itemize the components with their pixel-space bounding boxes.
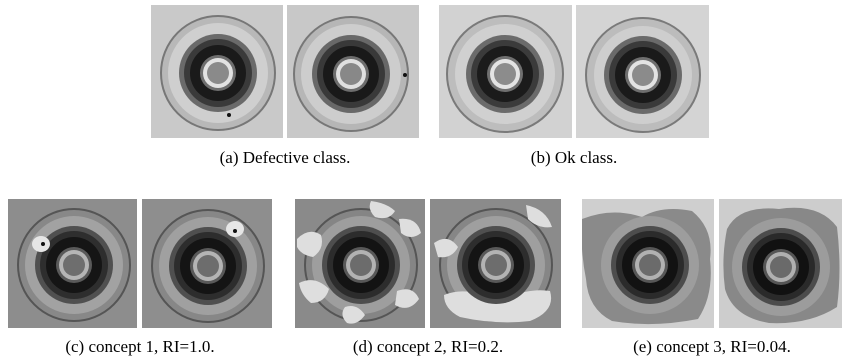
caption-b: (b) Ok class. xyxy=(530,148,618,167)
concept2-image-1 xyxy=(295,199,425,328)
defective-image-2 xyxy=(287,5,419,138)
ok-image-2 xyxy=(576,5,709,138)
concept2-image-2 xyxy=(430,199,561,328)
concept3-image-2 xyxy=(719,199,842,328)
concept1-image-2 xyxy=(142,199,272,328)
defective-image-1 xyxy=(151,5,283,138)
ok-image-1 xyxy=(439,5,572,138)
caption-d: (d) concept 2, RI=0.2. xyxy=(352,337,504,356)
concept3-image-1 xyxy=(582,199,714,328)
caption-a: (a) Defective class. xyxy=(219,148,351,167)
concept1-image-1 xyxy=(8,199,137,328)
caption-c: (c) concept 1, RI=1.0. xyxy=(65,337,215,356)
caption-e: (e) concept 3, RI=0.04. xyxy=(633,337,791,356)
